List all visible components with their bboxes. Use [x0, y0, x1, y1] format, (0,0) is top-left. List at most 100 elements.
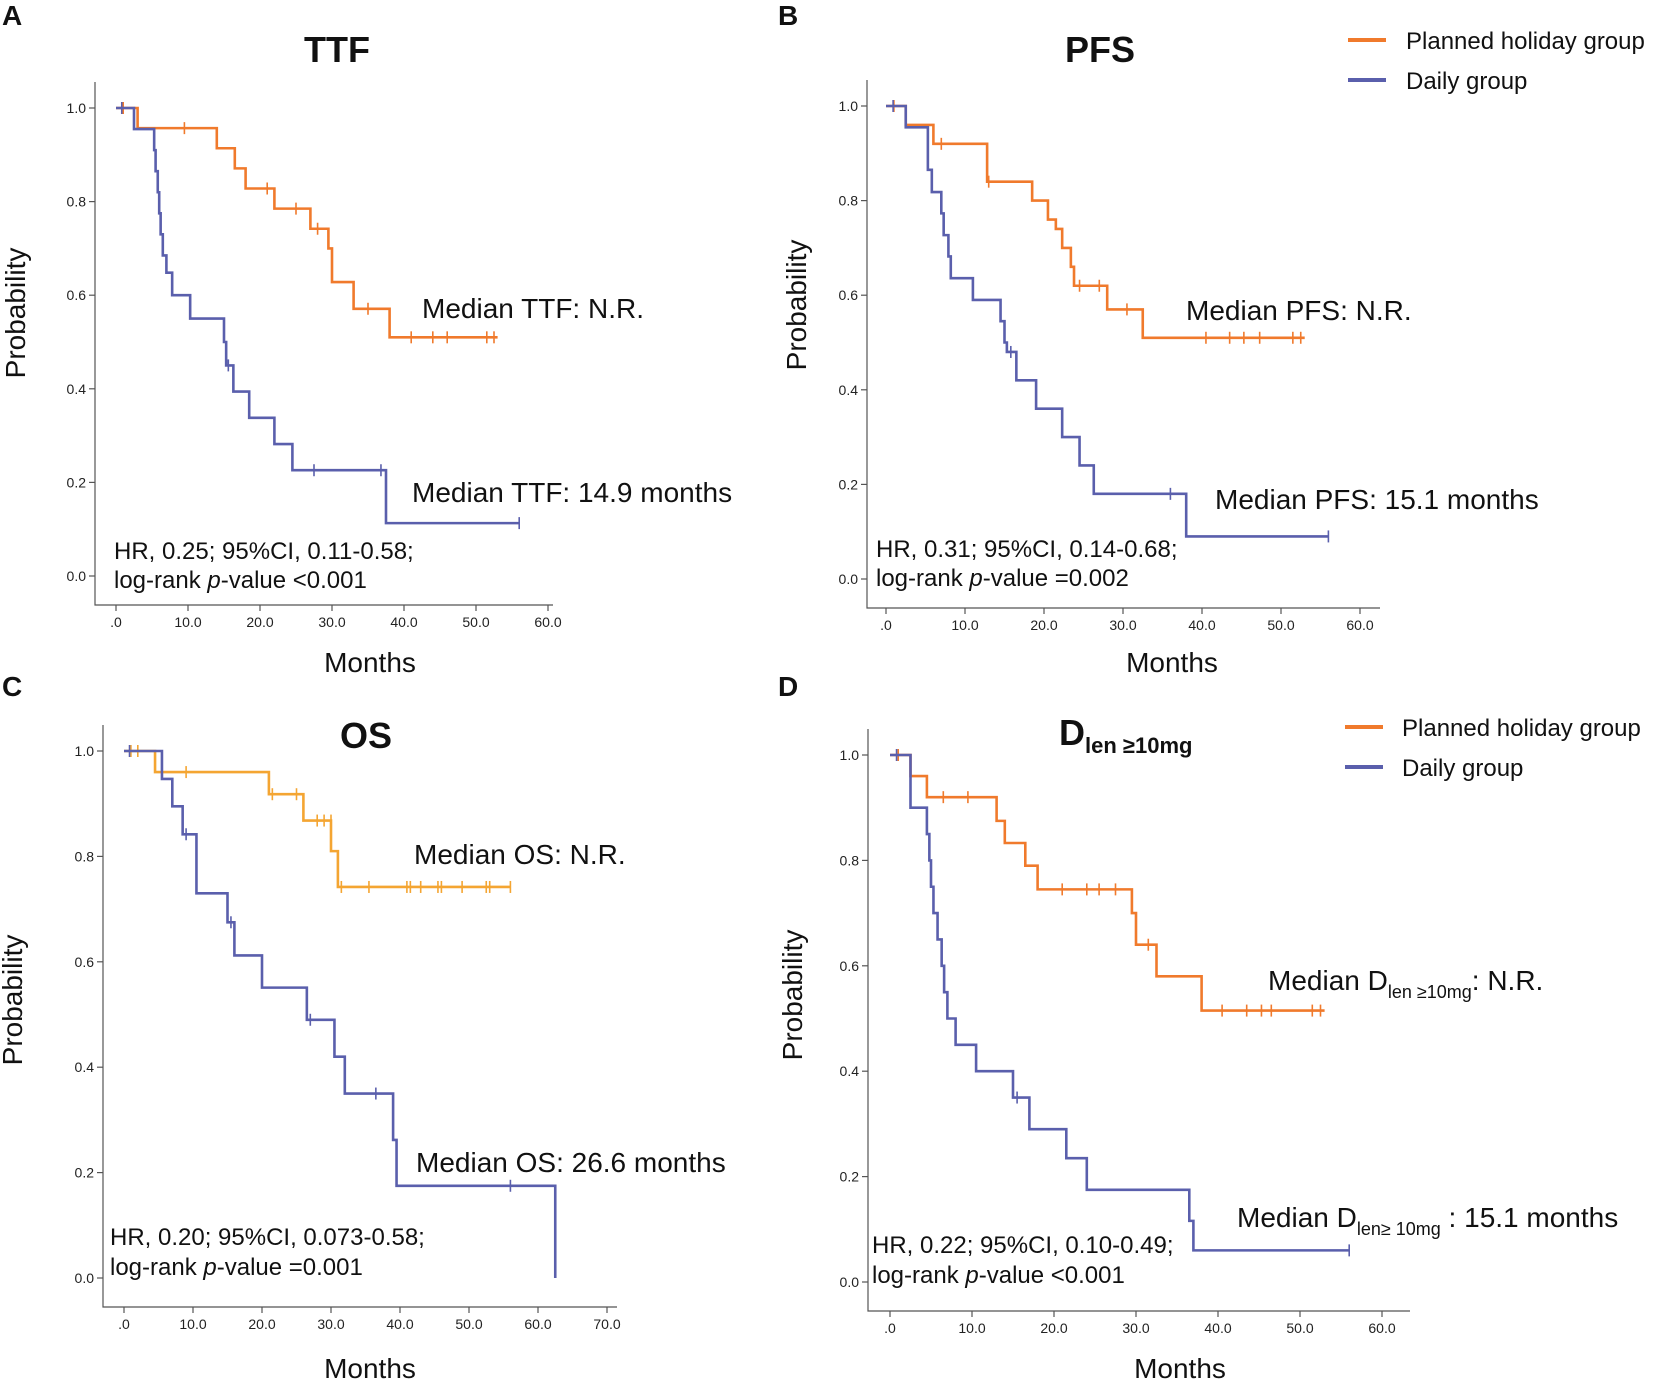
panel-label: A	[2, 0, 22, 31]
chart-title: Dlen ≥10mg	[1059, 712, 1192, 758]
survival-curves	[890, 749, 1350, 1257]
y-tick-label: 0.2	[840, 1169, 860, 1185]
hr-stats: HR, 0.25; 95%CI, 0.11-0.58;	[114, 538, 414, 565]
y-axis-title: Probability	[777, 930, 808, 1061]
x-tick-label: .0	[118, 1316, 130, 1332]
x-axis-title: Months	[324, 1353, 416, 1384]
x-tick-label: 40.0	[1188, 617, 1215, 633]
logrank-stats: log-rank p-value <0.001	[114, 567, 367, 594]
x-axis-title: Months	[1134, 1353, 1226, 1384]
y-tick-label: 0.6	[840, 958, 860, 974]
chart-title: PFS	[1065, 29, 1135, 70]
x-axis-title: Months	[1126, 647, 1218, 678]
y-tick-label: 0.8	[75, 848, 95, 864]
curve-planned-holiday	[124, 749, 511, 889]
y-tick-label: 0.2	[839, 476, 859, 492]
logrank-stats: log-rank p-value =0.001	[110, 1254, 363, 1281]
y-tick-label: 0.4	[839, 382, 859, 398]
y-tick-label: 0.2	[67, 474, 87, 490]
axis-ticks: 0.0 0.2 0.4 0.6 0.8 1.0 .0 10.0 20.0 30.0 40.0 50.0…	[75, 725, 621, 1332]
x-tick-label: 20.0	[1040, 1320, 1067, 1336]
logrank-stats: log-rank p-value <0.001	[872, 1262, 1125, 1289]
panel-d-dlen: D Dlen ≥10mg Probability Months 0.0 0.2 0.…	[777, 671, 1641, 1384]
median-daily-label: Median PFS: 15.1 months	[1215, 484, 1539, 515]
median-planned-label: Median OS: N.R.	[414, 839, 626, 870]
x-tick-label: .0	[110, 614, 122, 630]
panel-b-pfs: B PFS Probability Months 0.0 0.2 0.4 0.6 0.8…	[778, 0, 1645, 678]
y-tick-label: 0.6	[75, 954, 95, 970]
y-tick-label: 1.0	[839, 98, 859, 114]
x-tick-label: 50.0	[1267, 617, 1294, 633]
y-tick-label: 0.8	[839, 193, 859, 209]
axis-ticks: 0.0 0.2 0.4 0.6 0.8 1.0 .0 10.0 20.0 30.0 40.0 50.0…	[839, 80, 1380, 633]
y-tick-label: 0.0	[840, 1274, 860, 1290]
y-tick-label: 1.0	[75, 743, 95, 759]
x-axis-title: Months	[324, 647, 416, 678]
legend: Planned holiday group Daily group	[1348, 28, 1645, 95]
x-tick-label: 20.0	[246, 614, 273, 630]
curve-daily	[890, 753, 1350, 1252]
x-tick-label: 30.0	[317, 1316, 344, 1332]
y-axis-title: Probability	[0, 935, 28, 1066]
panel-label: C	[2, 671, 22, 702]
x-tick-label: .0	[880, 617, 892, 633]
curve-planned-holiday	[886, 104, 1305, 340]
median-daily-label: Median TTF: 14.9 months	[412, 477, 732, 508]
chart-title: TTF	[304, 29, 370, 70]
x-tick-label: 40.0	[390, 614, 417, 630]
x-tick-label: 50.0	[462, 614, 489, 630]
y-tick-label: 0.6	[839, 287, 859, 303]
panel-label: D	[778, 671, 798, 702]
y-tick-label: 0.2	[75, 1165, 95, 1181]
panel-label: B	[778, 0, 798, 31]
median-daily-label: Median OS: 26.6 months	[416, 1147, 726, 1178]
x-tick-label: 60.0	[1346, 617, 1373, 633]
x-tick-label: 40.0	[1204, 1320, 1231, 1336]
median-planned-label: Median TTF: N.R.	[422, 293, 644, 324]
y-tick-label: 1.0	[840, 747, 860, 763]
curve-planned-holiday	[890, 753, 1325, 1012]
curve-daily	[116, 106, 520, 525]
hr-stats: HR, 0.20; 95%CI, 0.073-0.58;	[110, 1224, 425, 1251]
x-tick-label: 30.0	[1122, 1320, 1149, 1336]
y-axis-title: Probability	[0, 248, 31, 379]
chart-title: OS	[340, 715, 392, 756]
x-tick-label: 30.0	[1109, 617, 1136, 633]
hr-stats: HR, 0.31; 95%CI, 0.14-0.68;	[876, 536, 1178, 563]
median-planned-label: Median Dlen ≥10mg: N.R.	[1268, 965, 1543, 1002]
axis-ticks: 0.0 0.2 0.4 0.6 0.8 1.0 .0 10.0 20.0 30.0 40.0 50.0…	[840, 729, 1410, 1336]
axis-frame	[102, 725, 617, 1308]
y-tick-label: 0.8	[67, 194, 87, 210]
x-tick-label: 10.0	[174, 614, 201, 630]
legend-label-daily: Daily group	[1406, 68, 1527, 95]
y-tick-label: 0.6	[67, 287, 87, 303]
axis-frame	[866, 80, 1380, 609]
y-axis-title: Probability	[781, 240, 812, 371]
legend-label-planned: Planned holiday group	[1402, 715, 1641, 742]
logrank-stats: log-rank p-value =0.002	[876, 565, 1129, 592]
y-tick-label: 0.4	[75, 1059, 95, 1075]
survival-curves	[124, 745, 557, 1278]
survival-curves	[886, 100, 1330, 543]
axis-frame	[867, 729, 1410, 1312]
x-tick-label: 60.0	[1368, 1320, 1395, 1336]
x-tick-label: 10.0	[951, 617, 978, 633]
x-tick-label: 20.0	[248, 1316, 275, 1332]
hr-stats: HR, 0.22; 95%CI, 0.10-0.49;	[872, 1232, 1174, 1259]
legend-label-planned: Planned holiday group	[1406, 28, 1645, 55]
survival-curves	[116, 102, 521, 530]
y-tick-label: 0.4	[67, 381, 87, 397]
axis-ticks: 0.0 0.2 0.4 0.6 0.8 1.0 .0 10.0 20.0 30.0 40.0 50.0…	[67, 82, 562, 630]
x-tick-label: 10.0	[179, 1316, 206, 1332]
axis-frame	[94, 82, 553, 606]
x-tick-label: 50.0	[455, 1316, 482, 1332]
panel-a-ttf: A TTF Probability Months 0.0 0.2 0.4 0.6 0.8…	[0, 0, 732, 678]
x-tick-label: 50.0	[1286, 1320, 1313, 1336]
x-tick-label: 10.0	[958, 1320, 985, 1336]
y-tick-label: 0.0	[839, 571, 859, 587]
y-tick-label: 1.0	[67, 100, 87, 116]
curve-planned-holiday	[116, 106, 498, 339]
x-tick-label: 60.0	[534, 614, 561, 630]
panel-c-os: C OS Probability Months 0.0 0.2 0.4 0.6 0.8 1…	[0, 671, 726, 1384]
